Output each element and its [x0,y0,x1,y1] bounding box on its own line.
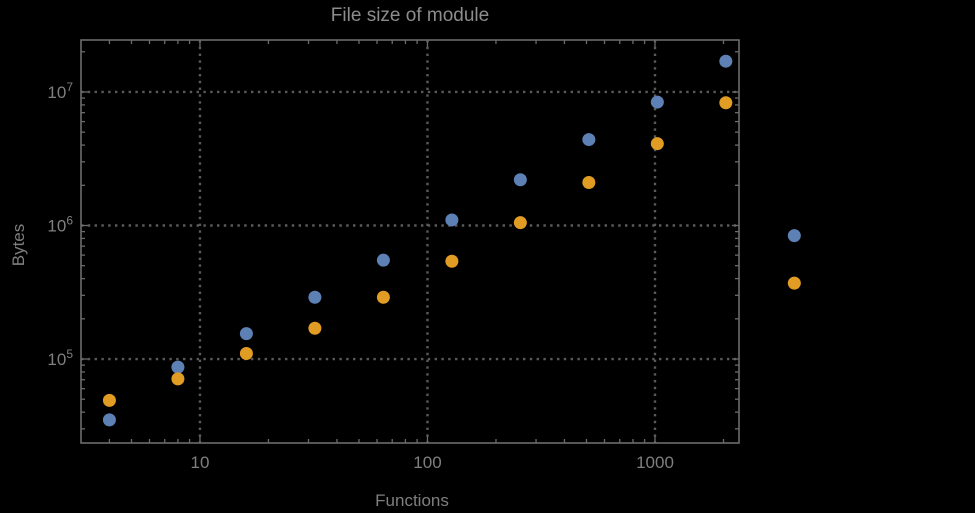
data-point-series-2-orange [650,137,664,151]
y-tick-label: 105 [47,347,73,369]
chart-title: File size of module [330,5,490,26]
x-axis-label: Functions [375,491,449,510]
data-point-series-1-blue [376,253,390,267]
data-point-series-1-blue [445,213,459,227]
data-point-series-2-orange [171,372,185,386]
y-tick-label: 106 [47,213,73,235]
data-point-series-1-blue [239,327,253,341]
data-point-series-2-orange [719,96,733,110]
data-point-series-1-blue [308,290,322,304]
data-point-series-2-orange [239,346,253,360]
data-point-series-1-blue [719,54,733,68]
x-tick-label: 10 [191,453,210,472]
plot-frame [80,39,740,444]
data-point-series-1-blue [582,133,596,147]
data-point-series-2-orange [787,276,801,290]
data-point-series-1-blue [513,173,527,187]
x-tick-label: 100 [413,453,441,472]
data-point-series-2-orange [445,254,459,268]
data-point-series-2-orange [102,393,116,407]
data-point-series-2-orange [376,290,390,304]
y-tick-label: 107 [47,80,73,102]
data-point-series-1-blue [171,360,185,374]
data-point-series-2-orange [513,216,527,230]
x-tick-label: 1000 [636,453,674,472]
data-point-series-1-blue [787,229,801,243]
data-point-series-1-blue [650,95,664,109]
data-point-series-2-orange [582,175,596,189]
data-point-series-1-blue [102,413,116,427]
data-point-series-2-orange [308,321,322,335]
